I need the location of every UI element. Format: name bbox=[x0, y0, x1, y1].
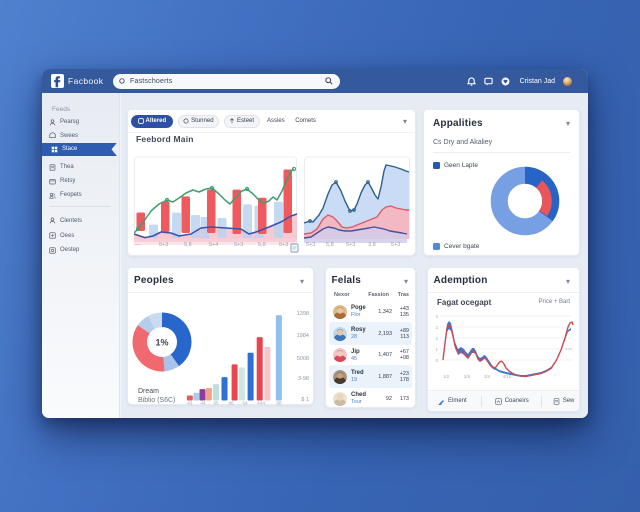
svg-text:444: 444 bbox=[257, 401, 265, 407]
svg-text:95: 95 bbox=[213, 401, 219, 407]
svg-text:5+3: 5+3 bbox=[279, 242, 288, 248]
svg-text:1%: 1% bbox=[155, 338, 168, 348]
svg-text:5+3: 5+3 bbox=[306, 242, 315, 248]
svg-text:2/6: 2/6 bbox=[464, 374, 471, 379]
svg-text:1/2: 1/2 bbox=[443, 374, 450, 379]
svg-text:1984: 1984 bbox=[297, 333, 309, 339]
svg-text:43: 43 bbox=[187, 401, 193, 407]
svg-text:3,8: 3,8 bbox=[368, 242, 376, 248]
svg-text:5008: 5008 bbox=[297, 356, 309, 362]
svg-text:5,8: 5,8 bbox=[326, 242, 334, 248]
svg-text:1398: 1398 bbox=[297, 311, 309, 317]
svg-text:3/4: 3/4 bbox=[484, 374, 491, 379]
svg-text:86: 86 bbox=[228, 401, 234, 407]
svg-text:2: 2 bbox=[435, 336, 438, 341]
svg-text:64: 64 bbox=[242, 401, 248, 407]
svg-text:5,8: 5,8 bbox=[258, 242, 266, 248]
svg-text:5+3: 5+3 bbox=[159, 242, 168, 248]
svg-text:5+3: 5+3 bbox=[234, 242, 243, 248]
svg-text:5+3: 5+3 bbox=[391, 242, 400, 248]
svg-text:5,8: 5,8 bbox=[184, 242, 192, 248]
svg-text:0: 0 bbox=[435, 358, 438, 363]
svg-text:44: 44 bbox=[200, 401, 206, 407]
svg-text:4: 4 bbox=[435, 314, 438, 319]
svg-text:$ 1: $ 1 bbox=[301, 397, 309, 403]
svg-text:—: — bbox=[135, 242, 141, 248]
svg-text:4/15: 4/15 bbox=[503, 374, 512, 379]
svg-text:5+4: 5+4 bbox=[209, 242, 218, 248]
svg-text:1: 1 bbox=[435, 347, 438, 352]
svg-text:5+3: 5+3 bbox=[346, 242, 355, 248]
svg-text:3: 3 bbox=[435, 325, 438, 330]
svg-text:3-98: 3-98 bbox=[298, 376, 309, 382]
svg-text:98: 98 bbox=[276, 401, 282, 407]
